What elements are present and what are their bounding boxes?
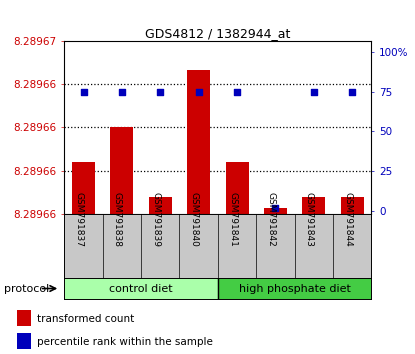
Text: GSM791840: GSM791840 <box>190 192 199 247</box>
Bar <box>226 162 249 214</box>
Text: transformed count: transformed count <box>37 314 134 324</box>
Bar <box>110 127 134 214</box>
Bar <box>341 197 364 214</box>
Bar <box>303 197 325 214</box>
Bar <box>187 70 210 214</box>
Text: GSM791838: GSM791838 <box>113 192 122 247</box>
Point <box>234 89 240 95</box>
Bar <box>218 278 371 299</box>
Bar <box>17 310 31 326</box>
Point <box>195 89 202 95</box>
Point <box>119 89 125 95</box>
Title: GDS4812 / 1382944_at: GDS4812 / 1382944_at <box>145 27 290 40</box>
Text: control diet: control diet <box>109 284 173 293</box>
Text: percentile rank within the sample: percentile rank within the sample <box>37 337 213 347</box>
Text: high phosphate diet: high phosphate diet <box>239 284 351 293</box>
Point <box>349 89 356 95</box>
Text: GSM791837: GSM791837 <box>75 192 83 247</box>
Bar <box>149 197 172 214</box>
Bar <box>17 333 31 349</box>
Bar <box>72 162 95 214</box>
Text: GSM791841: GSM791841 <box>228 192 237 247</box>
Point <box>310 89 317 95</box>
Text: GSM791839: GSM791839 <box>151 192 160 247</box>
Text: protocol: protocol <box>4 284 49 293</box>
Point <box>157 89 164 95</box>
Text: GSM791844: GSM791844 <box>343 192 352 247</box>
Text: GSM791843: GSM791843 <box>305 192 314 247</box>
Point <box>80 89 87 95</box>
Point <box>272 205 279 211</box>
Bar <box>64 278 218 299</box>
Text: GSM791842: GSM791842 <box>266 192 276 247</box>
Bar <box>264 209 287 214</box>
